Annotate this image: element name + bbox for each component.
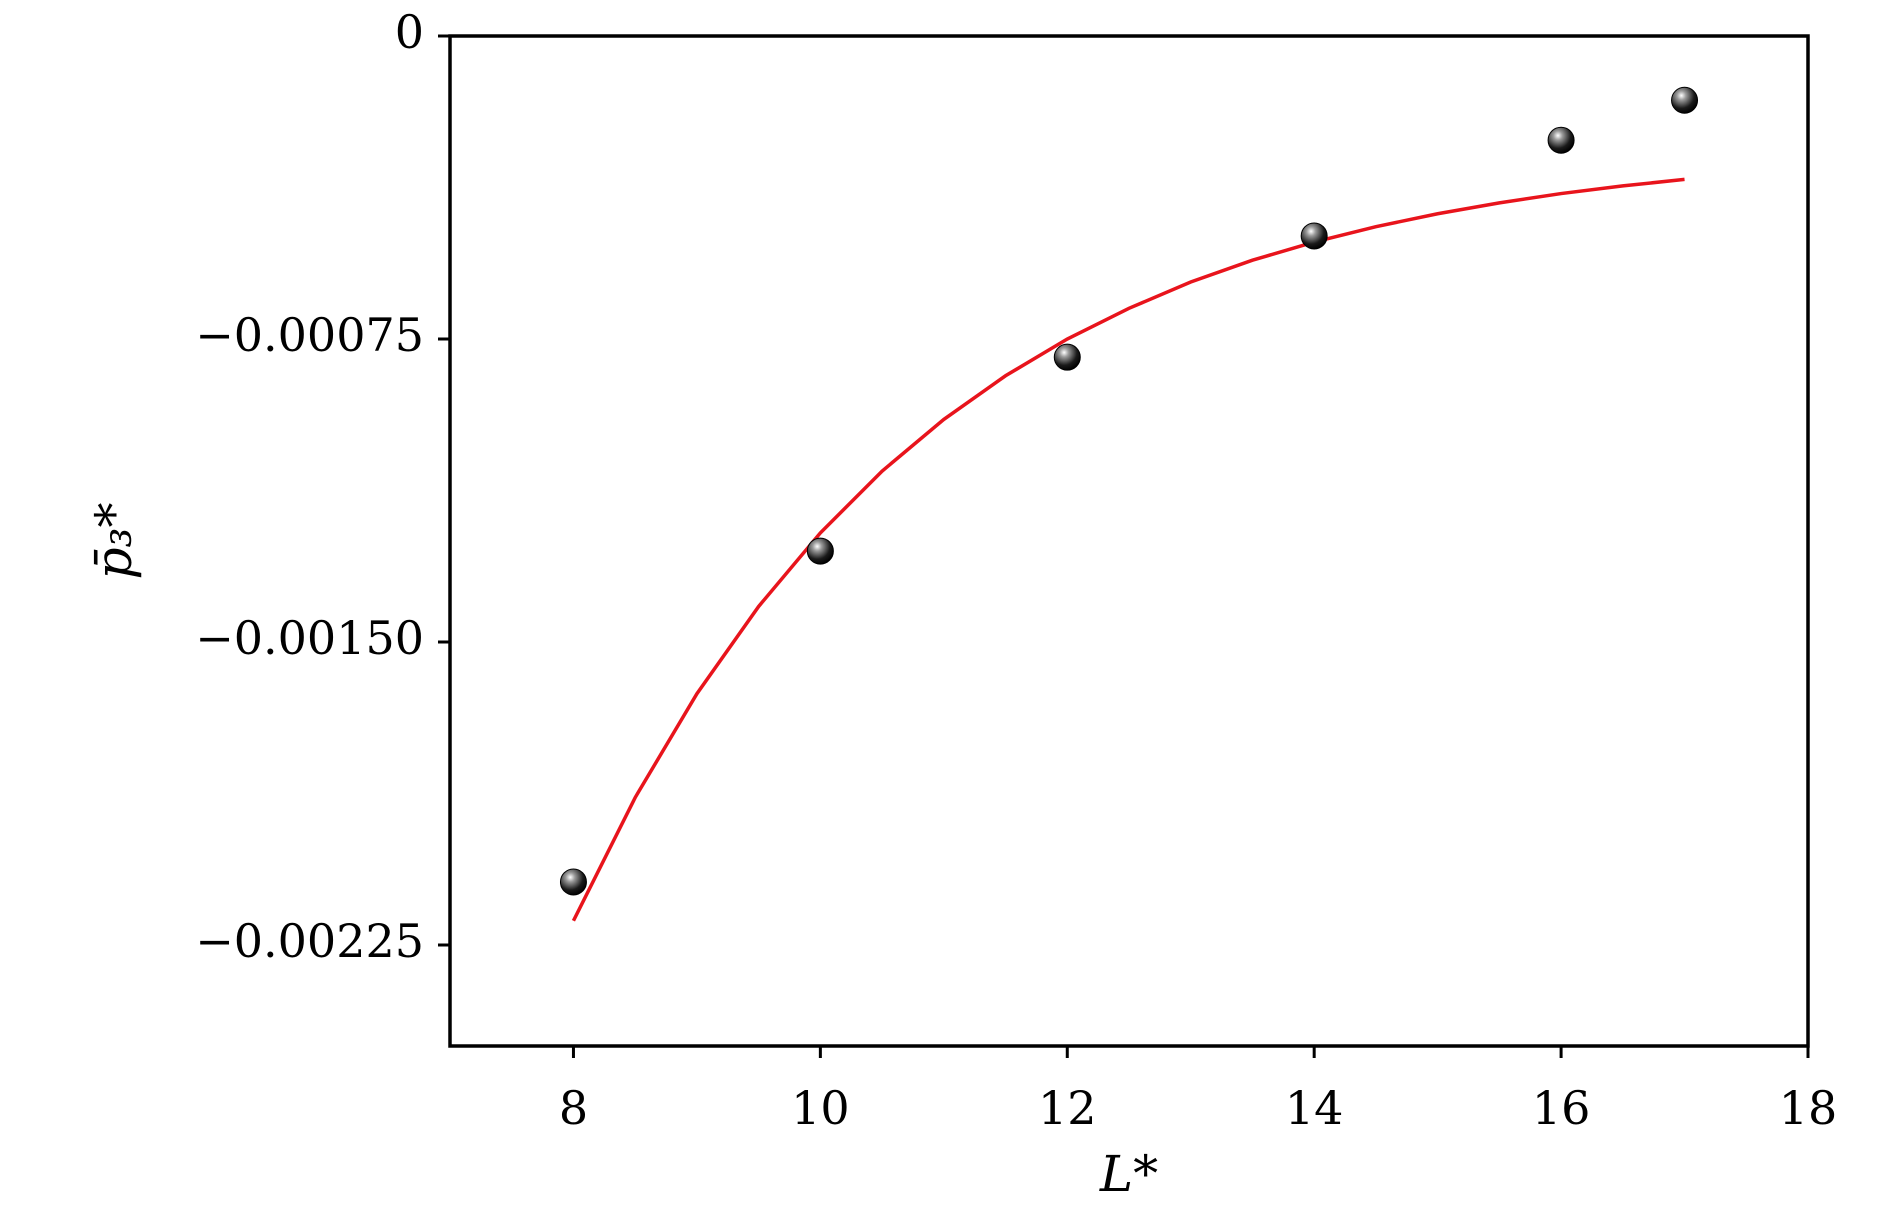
y-tick-label: −0.00075 [195, 308, 424, 362]
x-axis-label: L* [1099, 1145, 1158, 1203]
y-tick-label: −0.00225 [195, 914, 424, 968]
data-point [1547, 126, 1575, 154]
y-tick-label: −0.00150 [195, 611, 424, 665]
data-point [1300, 222, 1328, 250]
fit-line [571, 177, 1685, 922]
x-tick-label: 8 [559, 1081, 588, 1135]
x-tick-label: 14 [1285, 1081, 1344, 1135]
y-tick-label: 0 [395, 5, 424, 59]
data-point [1053, 343, 1081, 371]
data-point [1671, 86, 1699, 114]
data-point [559, 868, 587, 896]
data-point [806, 537, 834, 565]
x-tick-label: 16 [1532, 1081, 1591, 1135]
x-tick-label: 18 [1779, 1081, 1838, 1135]
x-tick-label: 12 [1038, 1081, 1097, 1135]
y-axis-label: p̄₃* [85, 502, 143, 579]
x-tick-label: 10 [791, 1081, 850, 1135]
plot-frame [448, 34, 1810, 1048]
